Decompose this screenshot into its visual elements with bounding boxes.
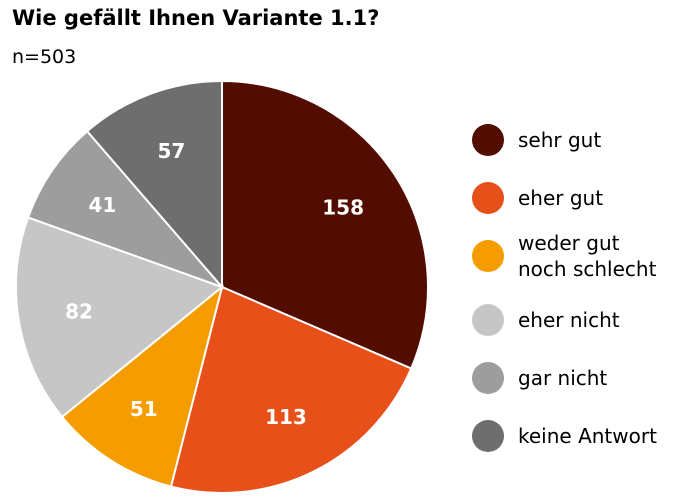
data-label-eher-nicht: 82 bbox=[65, 299, 93, 323]
data-label-weder-gut-noch-schlecht: 51 bbox=[130, 397, 158, 421]
data-label-keine-antwort: 57 bbox=[157, 139, 185, 163]
legend-label: eher gut bbox=[518, 186, 604, 210]
legend-swatch bbox=[472, 240, 504, 272]
legend-label: keine Antwort bbox=[518, 424, 657, 448]
pie-slice-eher-nicht bbox=[15, 216, 225, 419]
legend-label: gar nicht bbox=[518, 366, 608, 390]
pie-slice-eher-gut bbox=[169, 285, 413, 494]
data-label-gar-nicht: 41 bbox=[88, 193, 116, 217]
pie-slice-gar-nicht bbox=[26, 129, 226, 290]
legend-swatch bbox=[472, 182, 504, 214]
legend-item-keine-antwort: keine Antwort bbox=[472, 420, 682, 452]
legend-swatch bbox=[472, 362, 504, 394]
legend-label: eher nicht bbox=[518, 308, 620, 332]
chart-subtitle: n=503 bbox=[12, 46, 77, 68]
legend-label: weder gut noch schlecht bbox=[518, 231, 657, 281]
legend-swatch bbox=[472, 420, 504, 452]
chart-title: Wie gefällt Ihnen Variante 1.1? bbox=[12, 6, 380, 30]
pie-slice-keine-antwort bbox=[85, 79, 223, 290]
legend-item-gar-nicht: gar nicht bbox=[472, 362, 682, 394]
legend-item-weder-gut-noch-schlecht: weder gut noch schlecht bbox=[472, 230, 682, 282]
legend-item-sehr-gut: sehr gut bbox=[472, 124, 682, 156]
legend-swatch bbox=[472, 304, 504, 336]
pie-slice-weder-gut-noch-schlecht bbox=[60, 284, 224, 488]
data-label-sehr-gut: 158 bbox=[322, 195, 364, 219]
legend-item-eher-gut: eher gut bbox=[472, 182, 682, 214]
legend-swatch bbox=[472, 124, 504, 156]
legend-item-eher-nicht: eher nicht bbox=[472, 304, 682, 336]
legend-label: sehr gut bbox=[518, 128, 602, 152]
data-label-eher-gut: 113 bbox=[265, 405, 307, 429]
pie-slice-sehr-gut bbox=[221, 79, 429, 370]
